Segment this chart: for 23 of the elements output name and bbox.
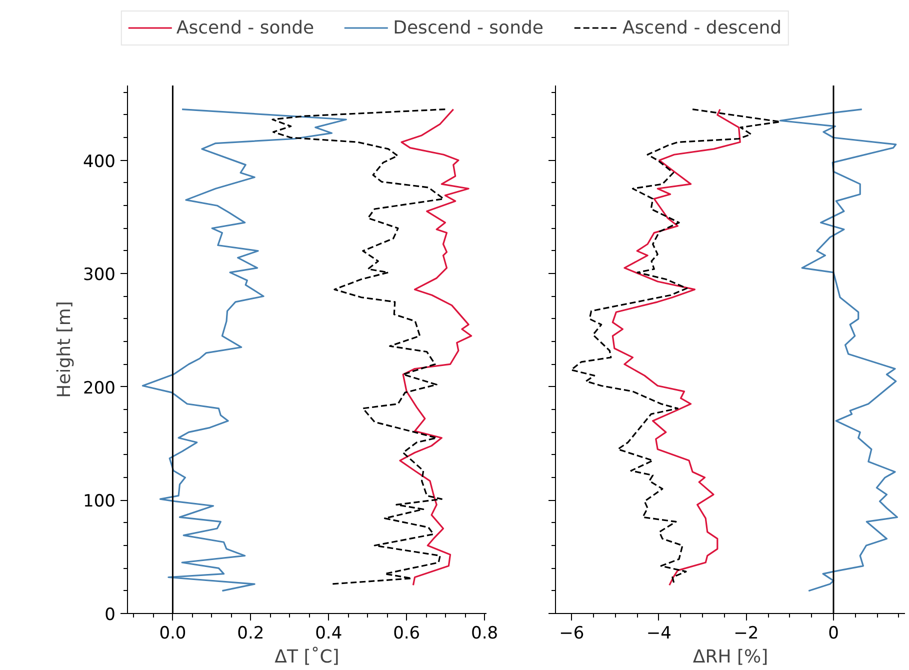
legend-label: Descend - sonde (393, 17, 544, 38)
y-tick-label: 300 (83, 265, 116, 286)
x-tick-label: 0.8 (471, 624, 498, 644)
x-tick-label: 0.6 (393, 624, 420, 644)
x-tick-label: −2 (734, 624, 759, 644)
y-tick-label: 0 (104, 605, 116, 625)
line-series (142, 108, 347, 592)
y-axis-title: Height [m] (54, 301, 76, 398)
line-series (272, 108, 446, 585)
x-tick-label: 0 (828, 624, 839, 644)
x-axis-title: ΔRH [%] (692, 646, 768, 668)
y-tick-label: 400 (83, 152, 116, 172)
x-tick-label: 0.4 (315, 624, 342, 644)
y-tick-label: 100 (83, 492, 116, 512)
line-series (399, 108, 472, 586)
x-tick-label: −4 (646, 624, 672, 644)
legend-label: Ascend - sonde (176, 17, 314, 38)
x-tick-label: 0.2 (237, 624, 264, 644)
x-tick-label: −6 (559, 624, 584, 644)
legend-label: Ascend - descend (622, 17, 782, 38)
y-tick-label: 200 (83, 378, 116, 398)
x-tick-label: 0.0 (159, 624, 186, 644)
x-axis-title: ΔT [˚C] (274, 646, 340, 668)
